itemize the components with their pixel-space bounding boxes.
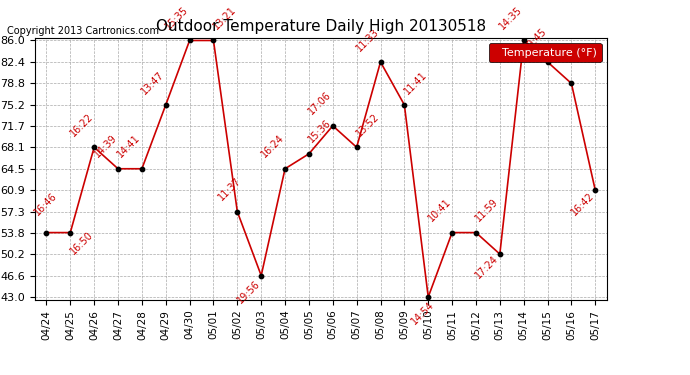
Text: 15:35: 15:35: [164, 4, 190, 32]
Text: 11:59: 11:59: [473, 197, 500, 223]
Point: [542, 59, 553, 65]
Text: 11:41: 11:41: [402, 69, 428, 96]
Text: 16:50: 16:50: [68, 230, 95, 256]
Point: [304, 151, 315, 157]
Text: 16:24: 16:24: [259, 133, 286, 160]
Point: [256, 273, 267, 279]
Point: [590, 187, 601, 193]
Text: 11:37: 11:37: [216, 176, 243, 203]
Text: 11:33: 11:33: [355, 26, 381, 53]
Text: 16:22: 16:22: [68, 111, 95, 138]
Point: [375, 59, 386, 65]
Point: [208, 38, 219, 44]
Point: [279, 166, 290, 172]
Point: [399, 102, 410, 108]
Text: 15:36: 15:36: [306, 118, 333, 145]
Point: [184, 38, 195, 44]
Point: [137, 166, 148, 172]
Point: [518, 38, 529, 44]
Text: 19:56: 19:56: [235, 279, 262, 305]
Text: 13:21: 13:21: [211, 5, 238, 32]
Text: 17:24: 17:24: [473, 254, 500, 281]
Text: 13:47: 13:47: [139, 69, 166, 96]
Text: 14:35: 14:35: [497, 5, 524, 32]
Text: 16:42: 16:42: [569, 190, 596, 217]
Point: [232, 209, 243, 215]
Point: [88, 144, 99, 150]
Point: [112, 166, 124, 172]
Point: [446, 230, 457, 236]
Text: 16:46: 16:46: [32, 191, 59, 217]
Text: 10:41: 10:41: [426, 197, 453, 223]
Text: 17:06: 17:06: [306, 90, 333, 117]
Text: 14:54: 14:54: [409, 300, 436, 327]
Point: [41, 230, 52, 236]
Point: [65, 230, 76, 236]
Title: Outdoor Temperature Daily High 20130518: Outdoor Temperature Daily High 20130518: [156, 18, 486, 33]
Point: [471, 230, 482, 236]
Point: [566, 81, 577, 87]
Point: [423, 294, 434, 300]
Point: [160, 102, 171, 108]
Text: 14:39: 14:39: [92, 133, 119, 160]
Point: [494, 251, 505, 257]
Point: [327, 123, 338, 129]
Text: 13:52: 13:52: [355, 111, 381, 138]
Point: [351, 144, 362, 150]
Text: Copyright 2013 Cartronics.com: Copyright 2013 Cartronics.com: [7, 26, 159, 36]
Text: 14:41: 14:41: [116, 133, 142, 160]
Text: 09:45: 09:45: [522, 26, 548, 53]
Legend: Temperature (°F): Temperature (°F): [489, 43, 602, 62]
